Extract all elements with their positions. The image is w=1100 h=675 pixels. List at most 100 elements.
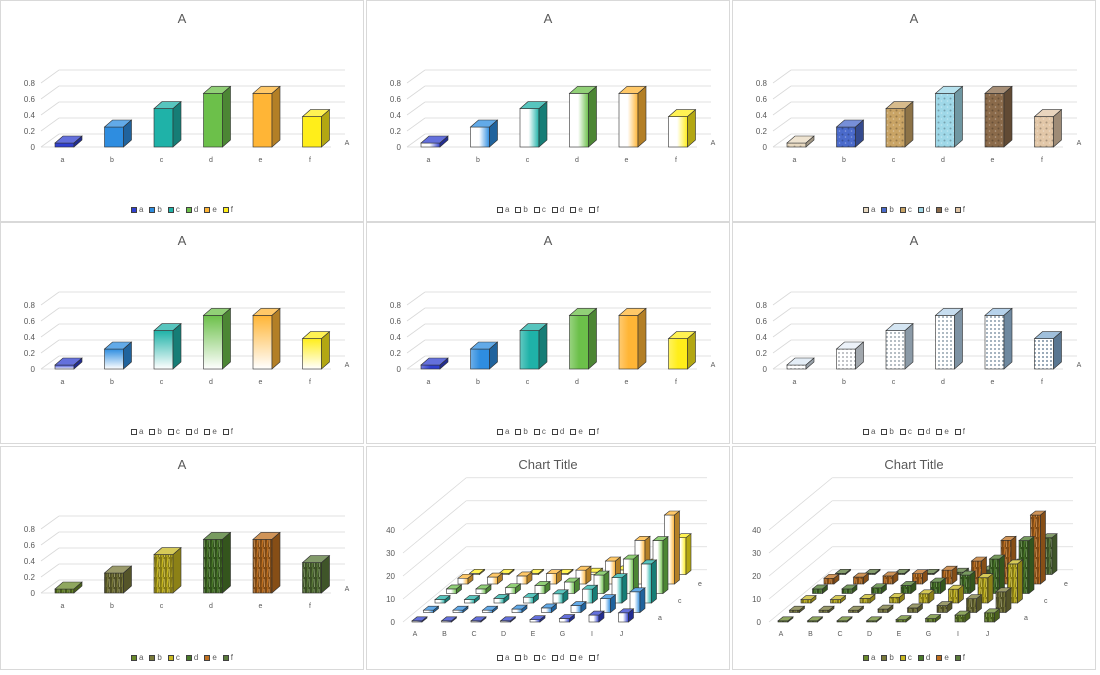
gridline-diagonal bbox=[40, 117, 60, 132]
y-tick-label: 0.4 bbox=[390, 111, 402, 120]
legend-label: f bbox=[962, 653, 966, 662]
bar bbox=[882, 571, 899, 585]
legend-item: f bbox=[222, 205, 234, 214]
legend-item: a bbox=[496, 427, 509, 436]
legend-swatch bbox=[149, 428, 156, 435]
bar bbox=[498, 568, 515, 576]
gridline-diagonal bbox=[406, 85, 426, 100]
legend-label: d bbox=[925, 205, 931, 214]
chart-title: A bbox=[543, 11, 553, 26]
chart-canvas: 0 10 20 30 40 A B C D E G I Ja c e bbox=[386, 477, 707, 638]
y-tick-label: 0 bbox=[31, 143, 36, 152]
x-tick-label: f bbox=[309, 603, 311, 610]
x-tick-label: a bbox=[61, 157, 65, 164]
legend-item: a bbox=[862, 427, 875, 436]
bar bbox=[618, 85, 647, 148]
x-tick-label: b bbox=[476, 379, 480, 386]
legend-label: c bbox=[907, 653, 912, 662]
x-tick-label: C bbox=[837, 631, 842, 638]
legend-swatch bbox=[496, 206, 503, 213]
y-tick-label: 10 bbox=[386, 595, 395, 604]
legend-label: b bbox=[157, 205, 162, 214]
x-tick-label: a bbox=[427, 157, 431, 164]
y-tick-label: 0.4 bbox=[24, 111, 36, 120]
depth-axis-label: A bbox=[345, 586, 350, 593]
legend-item: e bbox=[570, 205, 583, 214]
legend-swatch bbox=[167, 428, 174, 435]
legend-label: c bbox=[541, 427, 546, 436]
bar bbox=[617, 608, 635, 623]
y-tick-label: 0 bbox=[397, 365, 402, 374]
bar bbox=[786, 135, 815, 148]
legend-item: c bbox=[533, 205, 546, 214]
bar bbox=[663, 510, 681, 585]
x-tick-label: E bbox=[531, 631, 536, 638]
legend-swatch bbox=[533, 654, 540, 661]
legend-label: d bbox=[193, 205, 199, 214]
legend-label: f bbox=[962, 205, 966, 214]
legend-label: a bbox=[138, 653, 144, 662]
legend-swatch bbox=[204, 206, 211, 213]
x-tick-label: c bbox=[526, 157, 530, 164]
legend-label: f bbox=[962, 427, 966, 436]
legend-swatch bbox=[222, 428, 229, 435]
legend-label: c bbox=[907, 427, 912, 436]
legend-item: c bbox=[167, 653, 180, 662]
legend-item: a bbox=[130, 205, 143, 214]
legend-item: d bbox=[917, 205, 931, 214]
chart-legend: a b c d e f bbox=[733, 427, 1095, 436]
bar bbox=[470, 616, 487, 623]
bar bbox=[522, 592, 540, 604]
x-tick-label: a bbox=[61, 379, 65, 386]
x-tick-label: a bbox=[61, 603, 65, 610]
x-tick-label: C bbox=[471, 631, 476, 638]
gridline-diagonal bbox=[772, 85, 792, 100]
gridline-diagonal bbox=[406, 307, 426, 322]
legend-item: b bbox=[881, 205, 894, 214]
legend-item: a bbox=[130, 653, 144, 662]
bar bbox=[468, 568, 486, 576]
legend-item: e bbox=[204, 427, 217, 436]
bar bbox=[519, 100, 548, 148]
chart-title: A bbox=[177, 11, 187, 26]
bar bbox=[411, 616, 428, 623]
bar bbox=[581, 584, 599, 604]
bar bbox=[504, 583, 522, 595]
gridline-diagonal bbox=[402, 500, 467, 554]
legend-swatch bbox=[149, 206, 156, 213]
x-tick-label: c bbox=[160, 379, 164, 386]
bar bbox=[924, 613, 942, 623]
legend-swatch bbox=[551, 654, 558, 661]
x-tick-label: f bbox=[1041, 379, 1043, 386]
y-tick-label: 0.8 bbox=[756, 301, 768, 310]
y-tick-label: 0 bbox=[391, 618, 396, 627]
bar bbox=[847, 605, 865, 614]
x-tick-label: G bbox=[560, 631, 565, 638]
y-tick-label: 0.4 bbox=[24, 557, 36, 566]
x-tick-label: e bbox=[259, 379, 263, 386]
chart-legend: a b c d e f bbox=[733, 205, 1095, 214]
y-tick-label: 0.2 bbox=[24, 573, 36, 582]
chart-title: A bbox=[909, 233, 919, 248]
bar bbox=[54, 357, 83, 370]
legend-swatch bbox=[204, 654, 211, 661]
x-tick-label: a bbox=[427, 379, 431, 386]
gridline-diagonal bbox=[772, 291, 792, 306]
legend-swatch bbox=[130, 206, 137, 213]
legend-label: f bbox=[230, 653, 234, 662]
legend-swatch bbox=[899, 206, 906, 213]
y-tick-label: 0.8 bbox=[24, 525, 36, 534]
bar bbox=[640, 559, 658, 604]
gridline-diagonal bbox=[40, 323, 60, 338]
legend-swatch bbox=[954, 206, 961, 213]
legend-label: d bbox=[559, 427, 565, 436]
bar bbox=[911, 569, 929, 585]
legend-label: f bbox=[230, 205, 234, 214]
depth-axis-label: c bbox=[678, 598, 682, 605]
legend-swatch bbox=[881, 428, 888, 435]
chart-legend: a b c d e f bbox=[733, 653, 1095, 662]
chart-legend: a b c d e f bbox=[1, 427, 363, 436]
bar bbox=[103, 565, 133, 594]
legend-label: b bbox=[889, 205, 894, 214]
gridline-diagonal bbox=[40, 101, 60, 116]
